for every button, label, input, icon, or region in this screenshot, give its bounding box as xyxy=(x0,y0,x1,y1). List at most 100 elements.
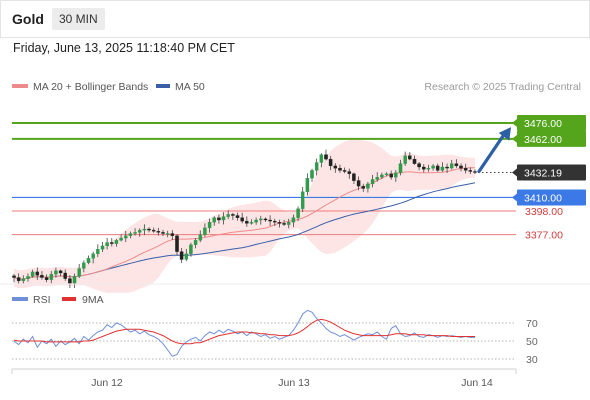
candle-body xyxy=(296,208,300,218)
candle-body xyxy=(226,214,230,217)
candle xyxy=(338,164,342,173)
candle xyxy=(96,244,100,258)
candle-body xyxy=(91,253,95,259)
candle xyxy=(193,238,198,249)
timeframe-button[interactable]: 30 MIN xyxy=(52,8,105,30)
candle-body xyxy=(319,154,324,163)
level-tag-pointer xyxy=(512,193,517,202)
candle-body xyxy=(384,173,389,176)
candle-body xyxy=(170,233,175,236)
rsi-tick-label: 30 xyxy=(526,354,538,366)
candle-body xyxy=(408,155,412,160)
candle xyxy=(35,267,40,280)
candle-body xyxy=(412,158,417,164)
candle xyxy=(412,155,417,165)
candle-body xyxy=(26,276,30,279)
candle xyxy=(263,217,268,222)
candle xyxy=(44,274,49,283)
candle xyxy=(119,234,123,242)
level-tag-text: 3462.00 xyxy=(524,134,562,146)
candle xyxy=(226,210,230,220)
candle xyxy=(203,223,207,237)
candles-layer xyxy=(12,149,477,289)
candle-body xyxy=(449,163,454,169)
candle-body xyxy=(468,170,473,172)
candle-body xyxy=(35,271,40,276)
x-tick-label: Jun 13 xyxy=(278,377,310,389)
level-tag-pointer xyxy=(512,119,517,128)
candle xyxy=(212,216,216,226)
level-tag-text: 3410.00 xyxy=(524,192,562,204)
candle-body xyxy=(184,253,189,260)
candle xyxy=(105,238,109,250)
candle-body xyxy=(203,227,207,235)
candle-body xyxy=(63,272,67,279)
candle-body xyxy=(40,275,44,278)
candle xyxy=(179,247,184,264)
candle-body xyxy=(68,278,72,284)
candle-body xyxy=(277,222,282,224)
candle-body xyxy=(137,229,142,233)
ma20-legend-swatch xyxy=(12,84,28,88)
candle xyxy=(86,255,91,265)
candle-body xyxy=(189,244,193,254)
candle-body xyxy=(221,216,226,221)
candle xyxy=(398,159,403,176)
candle-body xyxy=(375,177,379,180)
candle xyxy=(291,214,296,228)
projection-arrow-head xyxy=(498,127,511,141)
candle-body xyxy=(198,234,203,241)
candle-body xyxy=(100,245,105,250)
candle-body xyxy=(133,232,137,234)
candle xyxy=(231,212,235,220)
candle xyxy=(30,269,35,278)
candle xyxy=(137,228,142,237)
candle xyxy=(445,163,449,174)
level-tag-bg xyxy=(517,115,586,132)
candle xyxy=(133,228,137,236)
candle xyxy=(459,163,463,172)
symbol-title: Gold xyxy=(12,11,44,27)
source-credit: Research © 2025 Trading Central xyxy=(424,81,581,93)
candle-body xyxy=(259,218,263,221)
candle-body xyxy=(179,251,184,260)
level-tag-3462-00: 3462.00 xyxy=(512,130,586,147)
candle xyxy=(114,238,119,247)
candle xyxy=(26,273,30,282)
level-label-3398-00: 3398.00 xyxy=(525,206,563,218)
candle-body xyxy=(282,223,286,225)
candle-body xyxy=(44,277,49,280)
level-tag-text: 3432.19 xyxy=(524,167,562,179)
candle xyxy=(273,218,277,226)
candle-body xyxy=(314,162,319,171)
candle xyxy=(156,227,161,236)
candle-body xyxy=(426,167,431,170)
candle xyxy=(40,271,44,280)
candle-body xyxy=(286,222,291,225)
candle-body xyxy=(273,220,277,223)
candle-body xyxy=(338,167,342,171)
levels-layer xyxy=(12,122,516,236)
candle-body xyxy=(175,235,179,252)
candle xyxy=(449,159,454,170)
candle xyxy=(68,275,72,288)
candle-body xyxy=(240,217,244,222)
rsi-ma-line xyxy=(13,318,475,345)
candle-body xyxy=(110,242,114,244)
candle-body xyxy=(431,165,435,169)
candle xyxy=(422,164,426,173)
candle-body xyxy=(268,219,272,222)
candle xyxy=(366,181,370,193)
level-tag-pointer xyxy=(512,134,517,143)
main-legend: MA 20 + Bollinger Bands MA 50 Research ©… xyxy=(12,81,581,93)
candle-body xyxy=(454,163,459,167)
candle-body xyxy=(263,218,268,221)
rsi-legend-swatch xyxy=(12,297,28,301)
candle xyxy=(300,186,305,212)
level-tag-bg xyxy=(517,130,586,147)
candle xyxy=(72,273,77,289)
candle-body xyxy=(86,258,91,263)
rsi-tick-label: 70 xyxy=(526,318,538,330)
candle xyxy=(21,275,26,284)
x-tick-label: Jun 12 xyxy=(91,377,123,389)
